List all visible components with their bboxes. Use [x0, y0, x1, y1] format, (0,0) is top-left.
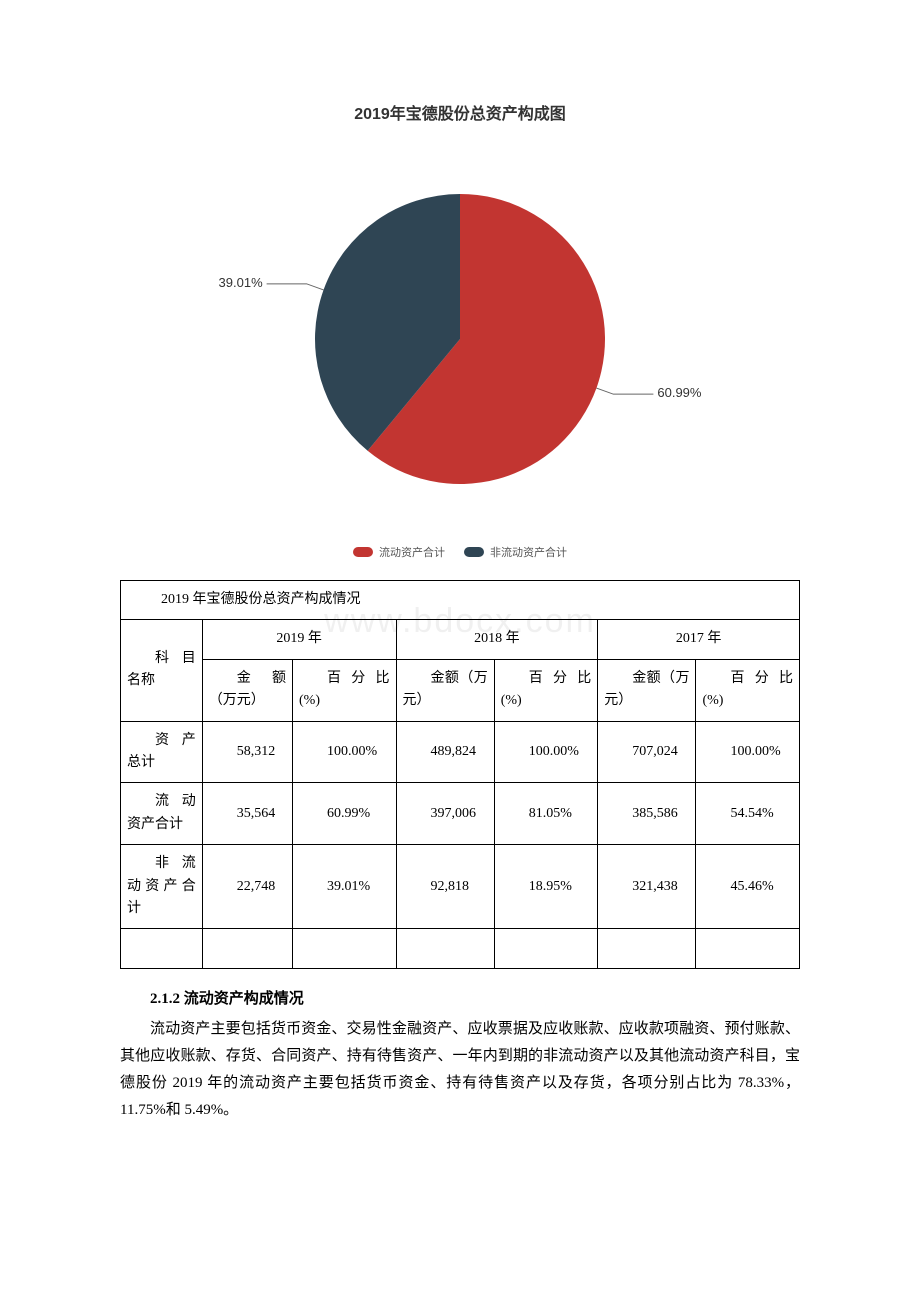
- cell: 100.00%: [293, 721, 397, 783]
- col-header-2019: 2019 年: [202, 620, 396, 659]
- cell: 18.95%: [494, 845, 598, 929]
- row-name: 非流动资产合计: [121, 845, 203, 929]
- cell: 35,564: [202, 783, 292, 845]
- cell: 385,586: [598, 783, 696, 845]
- col-header-name: 科目名称: [121, 620, 203, 721]
- legend-item-0: 流动资产合计: [353, 544, 445, 560]
- sub-header-amt: 金额（万元）: [396, 659, 494, 721]
- pie-chart: 60.99% 39.01%: [120, 154, 800, 524]
- table-caption: 2019 年宝德股份总资产构成情况: [121, 581, 800, 620]
- cell: 58,312: [202, 721, 292, 783]
- legend-label-1: 非流动资产合计: [490, 544, 567, 560]
- cell: 45.46%: [696, 845, 800, 929]
- sub-header-pct: 百分比(%): [494, 659, 598, 721]
- assets-table: 2019 年宝德股份总资产构成情况 科目名称 2019 年 2018 年 201…: [120, 580, 800, 969]
- col-header-2017: 2017 年: [598, 620, 800, 659]
- sub-header-pct: 百分比(%): [696, 659, 800, 721]
- cell: 321,438: [598, 845, 696, 929]
- table-row: 资产总计 58,312 100.00% 489,824 100.00% 707,…: [121, 721, 800, 783]
- sub-header-amt: 金额（万元）: [598, 659, 696, 721]
- sub-header-pct: 百分比(%): [293, 659, 397, 721]
- chart-title: 2019年宝德股份总资产构成图: [120, 100, 800, 124]
- table-row: 流动资产合计 35,564 60.99% 397,006 81.05% 385,…: [121, 783, 800, 845]
- pie-label-0: 60.99%: [657, 385, 701, 400]
- cell: 397,006: [396, 783, 494, 845]
- legend-swatch-1: [464, 547, 484, 557]
- row-name: 流动资产合计: [121, 783, 203, 845]
- chart-legend: 流动资产合计 非流动资产合计: [120, 544, 800, 560]
- cell: 81.05%: [494, 783, 598, 845]
- legend-item-1: 非流动资产合计: [464, 544, 567, 560]
- cell: 100.00%: [696, 721, 800, 783]
- cell: 92,818: [396, 845, 494, 929]
- cell: 100.00%: [494, 721, 598, 783]
- pie-svg: [310, 189, 610, 489]
- section-heading: 2.1.2 流动资产构成情况: [120, 987, 800, 1008]
- table-row-empty: [121, 929, 800, 968]
- row-name: 资产总计: [121, 721, 203, 783]
- table-row: 非流动资产合计 22,748 39.01% 92,818 18.95% 321,…: [121, 845, 800, 929]
- cell: 60.99%: [293, 783, 397, 845]
- pie-label-1: 39.01%: [219, 275, 263, 290]
- legend-swatch-0: [353, 547, 373, 557]
- cell: 54.54%: [696, 783, 800, 845]
- cell: 707,024: [598, 721, 696, 783]
- cell: 22,748: [202, 845, 292, 929]
- cell: 489,824: [396, 721, 494, 783]
- section-body: 流动资产主要包括货币资金、交易性金融资产、应收票据及应收账款、应收款项融资、预付…: [120, 1016, 800, 1124]
- sub-header-amt: 金额（万元）: [202, 659, 292, 721]
- legend-label-0: 流动资产合计: [379, 544, 445, 560]
- col-header-2018: 2018 年: [396, 620, 598, 659]
- cell: 39.01%: [293, 845, 397, 929]
